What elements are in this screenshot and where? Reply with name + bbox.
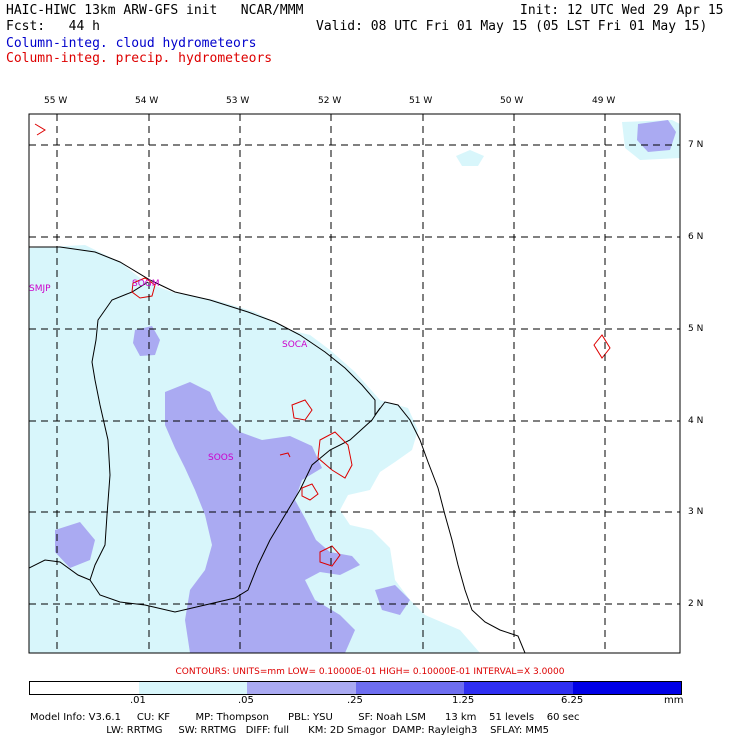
station-soos: SOOS <box>208 453 234 463</box>
lat-label-6n: 6 N <box>688 232 704 242</box>
cloud-region-mid-main <box>165 382 360 653</box>
forecast-hour: Fcst: 44 h <box>6 19 100 34</box>
border-suriname-guiana <box>89 281 149 581</box>
color-bar-label-625: 6.25 <box>561 695 584 706</box>
legend-precip-hydrometeors: Column-integ. precip. hydrometeors <box>6 51 273 66</box>
cloud-region-mid-w <box>133 326 160 356</box>
cloud-region-light-n <box>456 150 484 166</box>
precip-contour-3 <box>317 431 353 479</box>
color-bar-label-05: .05 <box>238 695 254 706</box>
init-time: Init: 12 UTC Wed 29 Apr 15 <box>520 3 724 18</box>
lon-label-50w: 50 W <box>500 96 524 106</box>
cloud-region-mid-sw <box>55 522 95 568</box>
lat-label-5n: 5 N <box>688 324 704 334</box>
lon-label-55w: 55 W <box>44 96 68 106</box>
lat-label-7n: 7 N <box>688 140 704 150</box>
model-info-line2: LW: RRTMG SW: RRTMG DIFF: full KM: 2D Sm… <box>30 725 549 736</box>
color-bar-seg-4 <box>464 682 573 694</box>
legend-cloud-hydrometeors: Column-integ. cloud hydrometeors <box>6 36 257 51</box>
lat-label-3n: 3 N <box>688 507 704 517</box>
color-bar-label-125: 1.25 <box>452 695 475 706</box>
lon-label-49w: 49 W <box>592 96 616 106</box>
contours-info: CONTOURS: UNITS=mm LOW= 0.10000E-01 HIGH… <box>175 667 565 677</box>
color-bar <box>29 681 682 695</box>
cloud-region-mid-ne <box>637 120 676 152</box>
color-bar-seg-2 <box>247 682 356 694</box>
lon-label-52w: 52 W <box>318 96 342 106</box>
color-bar-seg-3 <box>355 682 464 694</box>
station-soca: SOCA <box>282 340 308 350</box>
precip-contour-5 <box>319 545 341 567</box>
color-bar-label-25: .25 <box>347 695 363 706</box>
precip-contour-1 <box>131 277 156 299</box>
map-frame <box>28 113 681 654</box>
color-bar-label-01: .01 <box>130 695 146 706</box>
color-bar-seg-5 <box>572 682 681 694</box>
station-sogm: SOGM <box>132 279 160 289</box>
color-bar-unit: mm <box>664 695 684 706</box>
border-west <box>29 559 91 581</box>
precip-contour-8 <box>279 452 291 458</box>
cloud-region-mid-s <box>375 585 410 615</box>
lon-label-53w: 53 W <box>226 96 250 106</box>
precip-contour-2 <box>291 399 313 421</box>
station-smjp: SMJP <box>29 284 51 294</box>
chart-title: HAIC-HIWC 13km ARW-GFS init NCAR/MMM <box>6 3 304 18</box>
precip-contour-6 <box>593 334 611 359</box>
precip-contour-7 <box>34 123 46 136</box>
precip-contour-4 <box>301 483 319 501</box>
valid-time: Valid: 08 UTC Fri 01 May 15 (05 LST Fri … <box>316 19 708 34</box>
lat-label-2n: 2 N <box>688 599 704 609</box>
border-guiana-brazil <box>89 407 381 613</box>
color-bar-seg-1 <box>138 682 247 694</box>
model-info-line1: Model Info: V3.6.1 CU: KF MP: Thompson P… <box>30 712 580 723</box>
lat-label-4n: 4 N <box>688 416 704 426</box>
lon-label-54w: 54 W <box>135 96 159 106</box>
color-bar-seg-0 <box>30 682 139 694</box>
lon-label-51w: 51 W <box>409 96 433 106</box>
